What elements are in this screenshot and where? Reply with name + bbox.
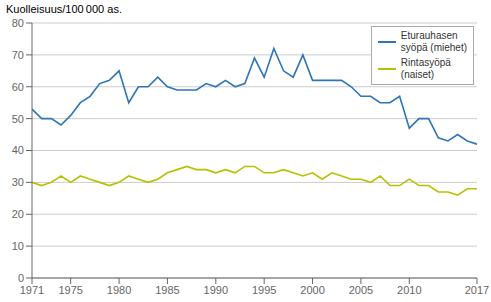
html-text:Eturauhasen syöpä (miehet): Eturauhasen syöpä (miehet) (400, 30, 467, 53)
html-text:Kuolleisuus/100 000 as.: Kuolleisuus/100 000 as. (6, 3, 122, 15)
html-text:Rintasyöpä (naiset): Rintasyöpä (naiset) (400, 57, 451, 80)
svg-text:1971: 1971 (20, 284, 44, 296)
svg-text:1995: 1995 (252, 284, 276, 296)
svg-text:2017: 2017 (465, 284, 483, 296)
svg-text:50: 50 (12, 113, 24, 125)
svg-text:0: 0 (18, 272, 24, 284)
svg-text:1985: 1985 (155, 284, 179, 296)
svg-text:1980: 1980 (107, 284, 131, 296)
svg-text:70: 70 (12, 49, 24, 61)
svg-text:30: 30 (12, 176, 24, 188)
svg-text:2010: 2010 (397, 284, 421, 296)
svg-text:10: 10 (12, 240, 24, 252)
svg-text:60: 60 (12, 81, 24, 93)
svg-text:1990: 1990 (204, 284, 228, 296)
svg-text:2000: 2000 (300, 284, 324, 296)
svg-text:20: 20 (12, 208, 24, 220)
svg-text:2005: 2005 (349, 284, 373, 296)
svg-text:1975: 1975 (58, 284, 82, 296)
svg-text:80: 80 (12, 18, 24, 29)
svg-text:40: 40 (12, 144, 24, 156)
